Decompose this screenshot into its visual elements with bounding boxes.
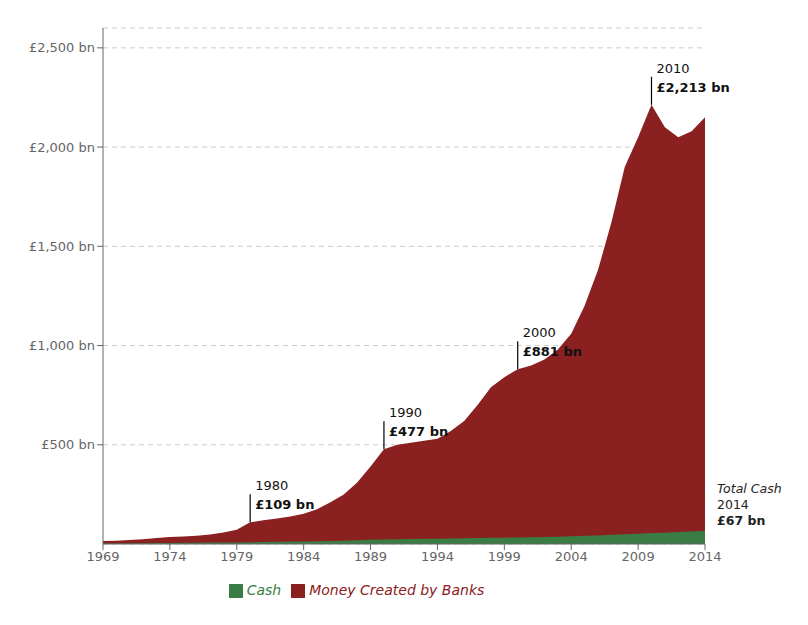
svg-text:£477 bn: £477 bn — [389, 424, 448, 439]
svg-text:2014: 2014 — [717, 497, 749, 512]
svg-text:1990: 1990 — [389, 405, 422, 420]
svg-text:1999: 1999 — [488, 549, 521, 564]
svg-text:£1,000 bn: £1,000 bn — [29, 338, 95, 353]
html-text:Money Created by Banks: Money Created by Banks — [309, 582, 485, 598]
html-text:Cash: Cash — [246, 582, 282, 598]
svg-text:1974: 1974 — [153, 549, 186, 564]
svg-text:£109 bn: £109 bn — [255, 497, 314, 512]
svg-text:1979: 1979 — [220, 549, 253, 564]
svg-text:2004: 2004 — [555, 549, 588, 564]
svg-text:2014: 2014 — [688, 549, 721, 564]
svg-text:1984: 1984 — [287, 549, 320, 564]
svg-text:2009: 2009 — [622, 549, 655, 564]
svg-text:2010: 2010 — [656, 61, 689, 76]
svg-text:1994: 1994 — [421, 549, 454, 564]
svg-text:£1,500 bn: £1,500 bn — [29, 239, 95, 254]
svg-text:£2,000 bn: £2,000 bn — [29, 140, 95, 155]
svg-text:£67 bn: £67 bn — [717, 513, 765, 528]
svg-text:£881 bn: £881 bn — [523, 344, 582, 359]
svg-text:Total Cash: Total Cash — [717, 481, 782, 496]
svg-text:1980: 1980 — [255, 478, 288, 493]
svg-text:1989: 1989 — [354, 549, 387, 564]
svg-text:£2,500 bn: £2,500 bn — [29, 40, 95, 55]
svg-text:1969: 1969 — [86, 549, 119, 564]
svg-text:£500 bn: £500 bn — [41, 437, 95, 452]
svg-text:2000: 2000 — [523, 325, 556, 340]
svg-text:£2,213 bn: £2,213 bn — [656, 80, 729, 95]
